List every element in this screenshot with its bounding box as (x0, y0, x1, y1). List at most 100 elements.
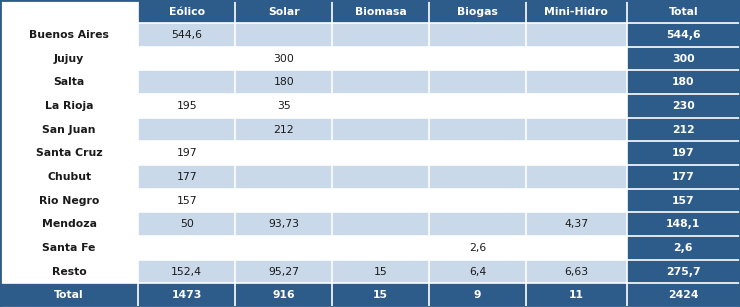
Text: 15: 15 (373, 290, 388, 300)
Text: 300: 300 (273, 54, 294, 64)
Text: 1473: 1473 (172, 290, 202, 300)
Bar (627, 118, 740, 142)
Bar (332, 260, 429, 283)
Text: 157: 157 (672, 196, 695, 205)
Text: Rio Negro: Rio Negro (39, 196, 99, 205)
Bar (138, 236, 235, 260)
Bar (429, 165, 526, 189)
Text: 93,73: 93,73 (268, 219, 299, 229)
Bar (235, 236, 332, 260)
Bar (627, 283, 740, 307)
Text: 197: 197 (176, 148, 197, 158)
Bar (138, 142, 235, 165)
Bar (0, 94, 138, 118)
Text: 916: 916 (272, 290, 295, 300)
Bar (627, 0, 740, 23)
Bar (138, 165, 235, 189)
Text: 212: 212 (672, 125, 695, 134)
Text: 275,7: 275,7 (666, 266, 701, 277)
Bar (429, 94, 526, 118)
Bar (526, 283, 627, 307)
Bar (332, 189, 429, 212)
Text: 2,6: 2,6 (469, 243, 486, 253)
Text: 9: 9 (474, 290, 482, 300)
Bar (429, 212, 526, 236)
Text: Biomasa: Biomasa (354, 6, 406, 17)
Bar (627, 70, 740, 94)
Text: 148,1: 148,1 (666, 219, 701, 229)
Bar (627, 23, 740, 47)
Bar (627, 212, 740, 236)
Bar (627, 142, 740, 165)
Bar (332, 47, 429, 70)
Text: 2424: 2424 (668, 290, 699, 300)
Text: Resto: Resto (52, 266, 87, 277)
Bar (332, 23, 429, 47)
Bar (0, 142, 138, 165)
Bar (0, 70, 138, 94)
Text: Biogas: Biogas (457, 6, 498, 17)
Bar (138, 212, 235, 236)
Text: 177: 177 (672, 172, 695, 182)
Text: 95,27: 95,27 (268, 266, 299, 277)
Bar (526, 260, 627, 283)
Bar (235, 189, 332, 212)
Bar (138, 47, 235, 70)
Bar (429, 283, 526, 307)
Text: 6,63: 6,63 (565, 266, 588, 277)
Bar (429, 47, 526, 70)
Bar (332, 283, 429, 307)
Text: 177: 177 (176, 172, 197, 182)
Text: La Rioja: La Rioja (45, 101, 93, 111)
Bar (429, 0, 526, 23)
Bar (332, 165, 429, 189)
Text: 212: 212 (273, 125, 294, 134)
Bar (526, 189, 627, 212)
Bar (138, 118, 235, 142)
Bar (0, 260, 138, 283)
Bar (332, 212, 429, 236)
Bar (0, 47, 138, 70)
Bar (526, 118, 627, 142)
Bar (332, 142, 429, 165)
Bar (235, 47, 332, 70)
Bar (526, 236, 627, 260)
Text: Solar: Solar (268, 6, 300, 17)
Text: 11: 11 (569, 290, 584, 300)
Bar (429, 23, 526, 47)
Text: San Juan: San Juan (42, 125, 95, 134)
Bar (138, 189, 235, 212)
Bar (627, 189, 740, 212)
Text: Total: Total (54, 290, 84, 300)
Text: 50: 50 (180, 219, 194, 229)
Bar (429, 70, 526, 94)
Text: 300: 300 (672, 54, 695, 64)
Text: 195: 195 (176, 101, 197, 111)
Text: Eólico: Eólico (169, 6, 205, 17)
Bar (235, 142, 332, 165)
Bar (0, 283, 138, 307)
Bar (332, 94, 429, 118)
Text: 15: 15 (374, 266, 388, 277)
Text: Buenos Aires: Buenos Aires (29, 30, 109, 40)
Bar (235, 70, 332, 94)
Bar (429, 260, 526, 283)
Text: 6,4: 6,4 (469, 266, 486, 277)
Bar (429, 118, 526, 142)
Text: Jujuy: Jujuy (54, 54, 84, 64)
Bar (627, 165, 740, 189)
Text: Total: Total (668, 6, 698, 17)
Text: 157: 157 (176, 196, 197, 205)
Bar (235, 283, 332, 307)
Bar (332, 236, 429, 260)
Bar (0, 0, 138, 23)
Bar (526, 212, 627, 236)
Bar (627, 47, 740, 70)
Bar (429, 142, 526, 165)
Text: 180: 180 (273, 77, 294, 87)
Bar (526, 0, 627, 23)
Bar (0, 236, 138, 260)
Text: 180: 180 (672, 77, 695, 87)
Bar (0, 189, 138, 212)
Bar (429, 189, 526, 212)
